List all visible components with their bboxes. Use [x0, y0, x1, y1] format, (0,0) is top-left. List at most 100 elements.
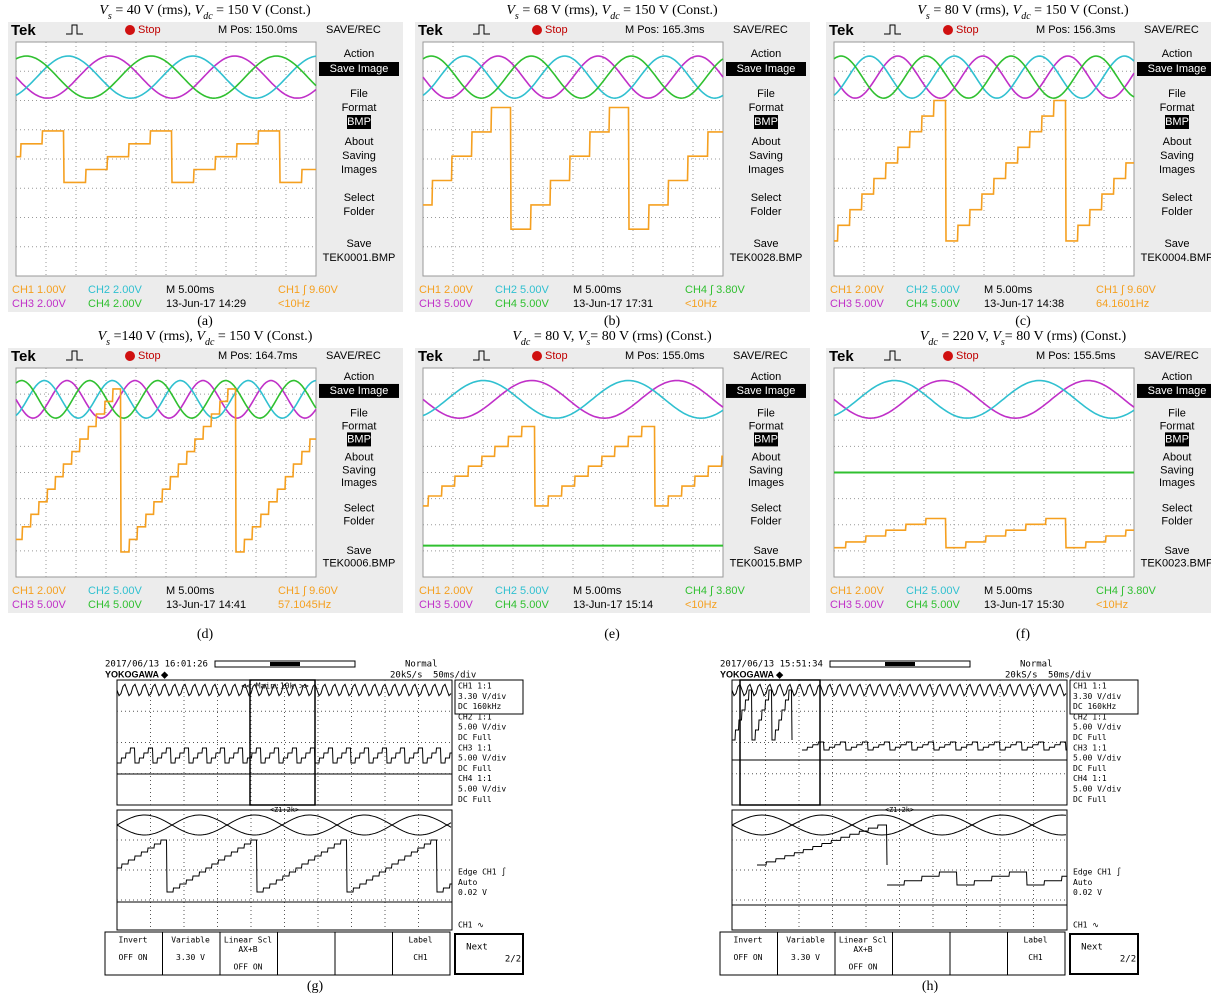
readout-freq: <10Hz [685, 599, 717, 611]
m-pos: M Pos: 155.0ms [625, 350, 705, 362]
channel-info: DC Full [1073, 733, 1107, 742]
channel-info: DC 160kHz [458, 702, 502, 711]
panel-label: (f) [1016, 627, 1030, 642]
readout-ch4: CH4 2.00V [88, 298, 142, 310]
readout-ch1: CH1 2.00V [419, 284, 473, 296]
menu-item: Images [1159, 164, 1196, 176]
menu-item: Save Image [737, 63, 796, 75]
menu-item: Saving [1160, 464, 1194, 476]
title-part: = 80 V (rms), [930, 3, 1013, 18]
title-part: = 80 V (rms) (Const.) [1005, 329, 1127, 344]
next-label: Next [466, 943, 488, 953]
stop-dot [943, 351, 953, 361]
softkey-label: OFF ON [849, 963, 878, 972]
readout-ch4: CH4 5.00V [88, 599, 142, 611]
menu-item: Folder [343, 516, 375, 528]
trigger-info: Auto [1073, 878, 1092, 887]
panel-label: (h) [922, 979, 939, 994]
trigger-info: Edge CH1 ∫ [458, 868, 506, 877]
menu-item: File [1168, 408, 1186, 420]
readout-date: 13-Jun-17 14:41 [166, 599, 246, 611]
time-div: 50ms/div [433, 671, 476, 681]
brand: Tek [11, 22, 36, 39]
panel-label: (g) [307, 979, 324, 994]
menu-item: About [752, 136, 781, 148]
readout-ch4: CH4 5.00V [906, 599, 960, 611]
softkey-label: OFF ON [734, 953, 763, 962]
menu-item: Folder [750, 206, 782, 218]
title-part: = 68 V (rms), [519, 3, 602, 18]
softkey-label: Label [1023, 936, 1047, 945]
readout-trigger: CH1 ∫ 9.60V [278, 284, 339, 296]
menu-item: File [350, 408, 368, 420]
stop-dot [125, 25, 135, 35]
softkey-label: Invert [119, 936, 148, 945]
channel-select: CH1 ∿ [458, 921, 484, 930]
menu-item: Folder [343, 206, 375, 218]
panel-label: (d) [197, 627, 214, 642]
title-part: = 80 V (rms) (Const.) [590, 329, 712, 344]
menu-item: Save Image [1148, 63, 1207, 75]
softkey [335, 932, 393, 975]
brand: YOKOGAWA ◆ [720, 669, 784, 679]
menu-item: About [1163, 452, 1192, 464]
menu-item: Folder [750, 516, 782, 528]
menu-item: File [757, 88, 775, 100]
menu-title: SAVE/REC [1144, 24, 1199, 36]
menu-item: BMP [754, 116, 778, 128]
softkey-label: AX+B [853, 945, 872, 954]
menu-item: Format [1160, 420, 1195, 432]
readout-ch3: CH3 5.00V [830, 298, 884, 310]
mode: Normal [1020, 660, 1053, 670]
readout-trigger: CH1 ∫ 9.60V [278, 585, 339, 597]
channel-info: CH1 1:1 [458, 682, 492, 691]
readout-date: 13-Jun-17 14:29 [166, 298, 246, 310]
softkey-label: Variable [786, 936, 825, 945]
readout-ch1: CH1 2.00V [830, 284, 884, 296]
channel-info: 3.30 V/div [1073, 692, 1121, 701]
brand: Tek [829, 348, 854, 365]
readout-ch2: CH2 5.00V [88, 585, 142, 597]
panel-title: Vs =140 V (rms), Vdc = 150 V (Const.) [98, 329, 313, 348]
menu-item: Select [1162, 503, 1193, 515]
menu-item: Select [344, 503, 375, 515]
channel-info: CH4 1:1 [1073, 774, 1107, 783]
run-status: Stop [138, 24, 161, 36]
menu-item: About [752, 452, 781, 464]
softkey-label: Linear Scl [224, 936, 272, 945]
readout-ch2: CH2 5.00V [906, 585, 960, 597]
figure: Vs = 40 V (rms), Vdc = 150 V (Const.)Tek… [0, 0, 1211, 998]
brand: Tek [418, 22, 443, 39]
readout-timebase: M 5.00ms [166, 284, 215, 296]
menu-item: TEK0023.BMP [1141, 558, 1211, 570]
main-zoom: << Main:10k >> [241, 682, 309, 691]
channel-info: 5.00 V/div [458, 723, 506, 732]
readout-timebase: M 5.00ms [166, 585, 215, 597]
readout-trigger: CH4 ∫ 3.80V [685, 585, 746, 597]
brand: Tek [418, 348, 443, 365]
datetime: 2017/06/13 15:51:34 [720, 660, 823, 670]
channel-info: DC Full [1073, 795, 1107, 804]
channel-info: 5.00 V/div [458, 785, 506, 794]
menu-item: BMP [1165, 433, 1189, 445]
menu-item: Action [751, 48, 782, 60]
zoom-label: <Z1:2k> [270, 806, 300, 814]
menu-item: Images [1159, 477, 1196, 489]
softkey [278, 932, 336, 975]
menu-title: SAVE/REC [733, 350, 788, 362]
readout-ch3: CH3 5.00V [419, 298, 473, 310]
softkey-label: Label [408, 936, 432, 945]
menu-item: Save Image [330, 63, 389, 75]
softkey-label: OFF ON [119, 953, 148, 962]
readout-ch3: CH3 2.00V [12, 298, 66, 310]
readout-ch1: CH1 2.00V [830, 585, 884, 597]
menu-item: Select [344, 192, 375, 204]
menu-item: Action [1162, 48, 1193, 60]
menu-item: BMP [347, 433, 371, 445]
panel-title: Vdc = 220 V, Vs= 80 V (rms) (Const.) [920, 329, 1127, 348]
channel-info: 3.30 V/div [458, 692, 506, 701]
menu-item: Save [1164, 545, 1189, 557]
readout-date: 13-Jun-17 15:30 [984, 599, 1064, 611]
menu-item: Save [346, 545, 371, 557]
channel-info: DC Full [458, 795, 492, 804]
